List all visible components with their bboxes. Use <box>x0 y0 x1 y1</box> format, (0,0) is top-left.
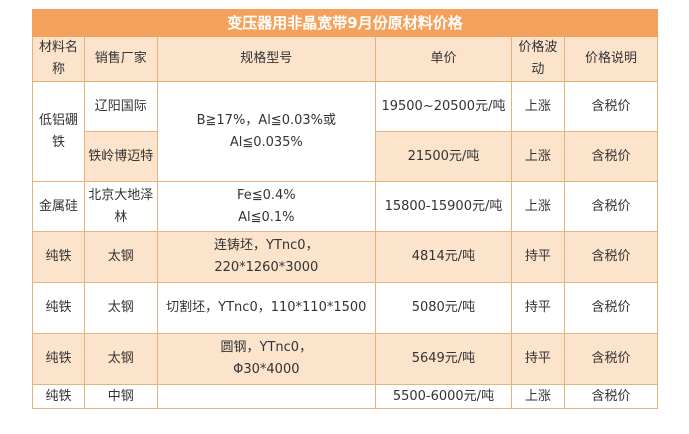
cell-trend: 上涨 <box>510 384 565 409</box>
cell-price: 5649元/吨 <box>375 333 512 385</box>
table-row: 铁岭博迈特 21500元/吨 上涨 含税价 <box>33 131 659 182</box>
cell-material: 低铝硼铁 <box>31 81 86 182</box>
cell-maker: 中钢 <box>84 384 158 409</box>
cell-material: 纯铁 <box>31 282 86 334</box>
title-row: 变压器用非晶宽带9月份原材料价格 <box>32 9 658 37</box>
spec-line: 圆钢，YTnc0， <box>220 340 313 355</box>
cell-maker: 北京大地泽林 <box>84 181 158 232</box>
cell-price: 15800-15900元/吨 <box>375 181 512 232</box>
cell-material: 金属硅 <box>31 181 86 232</box>
table-row: 低铝硼铁 辽阳国际 B≧17%，Al≦0.03%或Al≦0.035% 19500… <box>31 81 659 182</box>
cell-note: 含税价 <box>563 333 659 385</box>
table-row: 纯铁 太钢 连铸坯，YTnc0，220*1260*3000 4814元/吨 持平… <box>31 231 659 283</box>
cell-material: 纯铁 <box>31 333 86 385</box>
table-row: 纯铁 中钢 5500-6000元/吨 上涨 含税价 <box>31 384 659 409</box>
spec-line: Φ30*4000 <box>233 362 300 377</box>
cell-material: 纯铁 <box>31 231 86 283</box>
cell-spec <box>156 384 377 409</box>
cell-note: 含税价 <box>563 231 659 283</box>
header-price: 单价 <box>375 36 512 82</box>
cell-spec: 切割坯，YTnc0，110*110*1500 <box>156 282 377 334</box>
cell-price: 4814元/吨 <box>375 231 512 283</box>
cell-note: 含税价 <box>563 131 659 182</box>
header-note: 价格说明 <box>563 36 659 82</box>
cell-spec: Fe≦0.4% Al≦0.1% <box>156 181 377 232</box>
spec-line: Fe≦0.4% <box>236 187 296 203</box>
cell-note: 含税价 <box>563 81 659 132</box>
table-row: 金属硅 北京大地泽林 Fe≦0.4% Al≦0.1% 15800-15900元/… <box>31 181 659 232</box>
header-maker: 销售厂家 <box>84 36 158 82</box>
cell-trend: 持平 <box>510 231 565 283</box>
header-trend: 价格波动 <box>510 36 565 82</box>
cell-spec: 圆钢，YTnc0， Φ30*4000 <box>156 333 377 385</box>
header-row: 材料名称 销售厂家 规格型号 单价 价格波动 价格说明 <box>31 36 659 82</box>
cell-trend: 持平 <box>510 282 565 334</box>
spec-line: Al≦0.1% <box>238 209 295 225</box>
table-row: 纯铁 太钢 切割坯，YTnc0，110*110*1500 5080元/吨 持平 … <box>31 282 659 334</box>
cell-price: 19500~20500元/吨 <box>375 81 512 132</box>
cell-trend: 上涨 <box>510 131 565 182</box>
cell-note: 含税价 <box>563 282 659 334</box>
cell-price: 5080元/吨 <box>375 282 512 334</box>
header-spec: 规格型号 <box>156 36 377 82</box>
cell-material: 纯铁 <box>31 384 86 409</box>
cell-trend: 持平 <box>510 333 565 385</box>
price-table: 变压器用非晶宽带9月份原材料价格 材料名称 销售厂家 规格型号 单价 价格波动 … <box>31 9 659 409</box>
cell-price: 5500-6000元/吨 <box>375 384 512 409</box>
cell-note: 含税价 <box>563 384 659 409</box>
cell-note: 含税价 <box>563 181 659 232</box>
header-material: 材料名称 <box>31 36 86 82</box>
cell-price: 21500元/吨 <box>375 131 512 182</box>
cell-spec: B≧17%，Al≦0.03%或Al≦0.035% <box>156 81 377 182</box>
cell-maker: 辽阳国际 <box>84 81 158 132</box>
cell-spec: 连铸坯，YTnc0，220*1260*3000 <box>156 231 377 283</box>
cell-maker: 铁岭博迈特 <box>84 131 158 182</box>
price-table-container: 变压器用非晶宽带9月份原材料价格 材料名称 销售厂家 规格型号 单价 价格波动 … <box>31 9 659 419</box>
cell-trend: 上涨 <box>510 181 565 232</box>
cell-maker: 太钢 <box>84 282 158 334</box>
cell-trend: 上涨 <box>510 81 565 132</box>
cell-maker: 太钢 <box>84 333 158 385</box>
table-title: 变压器用非晶宽带9月份原材料价格 <box>32 9 658 37</box>
table-row: 纯铁 太钢 圆钢，YTnc0， Φ30*4000 5649元/吨 持平 含税价 <box>31 333 659 385</box>
cell-maker: 太钢 <box>84 231 158 283</box>
